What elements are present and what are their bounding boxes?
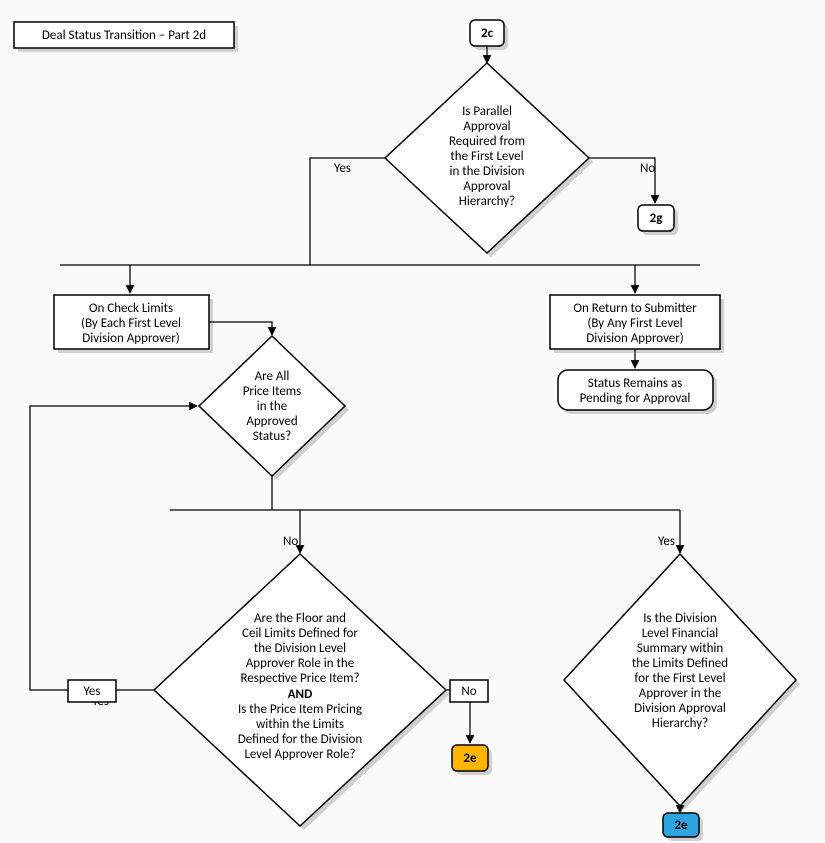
decision-floor-ceil-limits: Are the Floor and Ceil Limits Defined fo…	[154, 554, 450, 830]
decision-division-financial-summary: Is the Division Level Financial Summary …	[564, 554, 800, 810]
decision-parallel-approval: Is Parallel Approval Required from the F…	[385, 63, 593, 257]
decision-all-price-items-approved: Are All Price Items in the Approved Stat…	[199, 336, 349, 480]
svg-text:Status?: Status?	[253, 429, 292, 444]
svg-text:Respective Price Item?: Respective Price Item?	[240, 671, 359, 686]
edge-d3-yes-loop	[30, 406, 197, 690]
process-check-limits: On Check Limits (By Each First Level Div…	[54, 295, 213, 353]
svg-text:in the Division: in the Division	[450, 164, 525, 179]
svg-text:Division Approver): Division Approver)	[586, 331, 684, 346]
svg-text:Approver Role in the: Approver Role in the	[246, 656, 354, 671]
svg-text:Division Approver): Division Approver)	[82, 331, 180, 346]
svg-text:Required from: Required from	[449, 134, 525, 149]
svg-text:2c: 2c	[481, 26, 494, 41]
edge	[209, 322, 272, 335]
svg-text:AND: AND	[288, 687, 313, 702]
svg-text:On Check Limits: On Check Limits	[89, 301, 173, 316]
svg-text:Approval: Approval	[463, 119, 510, 134]
edge-label-yes: Yes	[334, 161, 351, 176]
ref-2e-orange: 2e	[452, 745, 492, 775]
process-return-submitter: On Return to Submitter (By Any First Lev…	[550, 295, 724, 353]
svg-text:2e: 2e	[463, 751, 477, 766]
svg-text:within the Limits: within the Limits	[256, 717, 344, 732]
svg-text:On Return to Submitter: On Return to Submitter	[573, 301, 697, 316]
title-text: Deal Status Transition – Part 2d	[42, 28, 206, 43]
svg-text:Price Items: Price Items	[243, 384, 302, 399]
svg-text:Is the Division: Is the Division	[643, 611, 717, 626]
title-box: Deal Status Transition – Part 2d	[14, 22, 238, 52]
svg-text:Are All: Are All	[255, 369, 290, 384]
edge-label-no: No	[640, 161, 655, 176]
svg-text:Status Remains as: Status Remains as	[588, 376, 683, 391]
svg-text:Yes: Yes	[84, 684, 101, 699]
edge-label-yes: Yes	[658, 534, 675, 549]
flowchart: Deal Status Transition – Part 2d 2c Is P…	[0, 0, 825, 843]
process-status-remains: Status Remains as Pending for Approval	[558, 370, 717, 414]
svg-text:No: No	[461, 684, 476, 699]
svg-text:2g: 2g	[650, 211, 664, 226]
svg-text:Level Approver Role?: Level Approver Role?	[244, 747, 355, 762]
ref-2g: 2g	[638, 205, 678, 235]
svg-text:the Limits Defined: the Limits Defined	[632, 656, 728, 671]
svg-text:Hierarchy?: Hierarchy?	[459, 194, 515, 209]
svg-text:the Division Level: the Division Level	[254, 641, 346, 656]
svg-text:Summary within: Summary within	[637, 641, 724, 656]
svg-text:Level Financial: Level Financial	[642, 626, 719, 641]
svg-text:Approved: Approved	[246, 414, 297, 429]
svg-text:Ceil Limits Defined for: Ceil Limits Defined for	[242, 626, 358, 641]
svg-text:in the: in the	[257, 399, 287, 414]
svg-text:the First Level: the First Level	[450, 149, 523, 164]
svg-text:Is Parallel: Is Parallel	[462, 104, 512, 119]
ref-2e-blue: 2e	[663, 813, 703, 841]
svg-text:Hierarchy?: Hierarchy?	[652, 716, 708, 731]
ref-2c: 2c	[470, 20, 508, 50]
edge-label-no: No	[283, 534, 298, 549]
svg-text:(By Any First Level: (By Any First Level	[587, 316, 682, 331]
svg-text:for the First Level: for the First Level	[634, 671, 725, 686]
svg-text:Is the Price Item Pricing: Is the Price Item Pricing	[238, 702, 362, 717]
svg-text:2e: 2e	[674, 818, 688, 833]
svg-text:Approval: Approval	[463, 179, 510, 194]
svg-text:Pending for Approval: Pending for Approval	[580, 391, 691, 406]
svg-text:(By Each First Level: (By Each First Level	[81, 316, 181, 331]
svg-text:Approver in the: Approver in the	[639, 686, 721, 701]
svg-text:Division Approval: Division Approval	[634, 701, 726, 716]
svg-text:Defined for the Division: Defined for the Division	[238, 732, 363, 747]
svg-text:Are the Floor and: Are the Floor and	[254, 611, 346, 626]
